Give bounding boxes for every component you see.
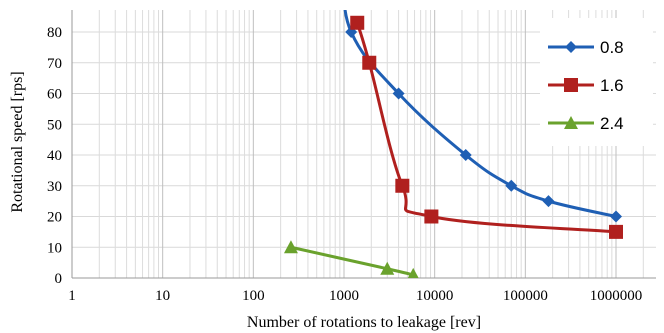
data-point-1.6 — [362, 55, 377, 70]
data-point-2.4 — [283, 240, 298, 254]
x-axis-ticks: 1 10 100 1000 10000 100000 1000000 — [68, 288, 642, 304]
legend-box — [540, 18, 653, 146]
data-point-0.8 — [505, 179, 518, 192]
legend-marker-1.6 — [564, 78, 578, 92]
legend-label-0.8: 0.8 — [600, 38, 624, 57]
series-group — [283, 10, 623, 278]
legend-label-1.6: 1.6 — [600, 76, 624, 95]
data-point-1.6 — [395, 178, 410, 193]
y-tick-label: 10 — [47, 240, 62, 256]
legend-marker-2.4 — [564, 116, 578, 129]
y-axis-title: Rotational speed [rps] — [9, 71, 26, 212]
axes — [71, 10, 656, 279]
data-point-0.8 — [542, 195, 555, 208]
x-tick-label: 1000 — [329, 288, 359, 304]
x-tick-label: 10 — [155, 288, 170, 304]
data-point-1.6 — [424, 209, 439, 224]
x-tick-label: 100 — [242, 288, 265, 304]
x-tick-label: 10000 — [416, 288, 454, 304]
data-point-0.8 — [610, 210, 622, 223]
data-point-1.6 — [609, 224, 623, 239]
x-axis-title: Number of rotations to leakage [rev] — [247, 314, 481, 331]
y-tick-label: 80 — [47, 25, 62, 41]
y-tick-label: 70 — [47, 56, 62, 72]
data-point-2.4 — [380, 261, 395, 275]
data-point-2.4 — [407, 267, 419, 278]
legend-marker-0.8 — [565, 41, 577, 53]
legend: 0.8 1.6 2.4 — [540, 18, 653, 146]
y-tick-label: 50 — [47, 117, 62, 133]
data-point-0.8 — [392, 87, 405, 100]
y-tick-label: 30 — [47, 179, 62, 195]
x-tick-label: 100000 — [503, 288, 548, 304]
x-tick-label: 1000000 — [590, 288, 643, 304]
legend-label-2.4: 2.4 — [600, 114, 624, 133]
y-tick-label: 40 — [47, 148, 62, 164]
data-point-0.8 — [459, 149, 472, 161]
data-point-1.6 — [350, 15, 365, 30]
y-tick-label: 20 — [47, 210, 62, 226]
x-tick-label: 1 — [68, 288, 76, 304]
y-tick-label: 0 — [55, 271, 63, 287]
y-axis-ticks: 0 10 20 30 40 50 60 70 80 — [47, 25, 62, 287]
y-tick-label: 60 — [47, 87, 62, 103]
